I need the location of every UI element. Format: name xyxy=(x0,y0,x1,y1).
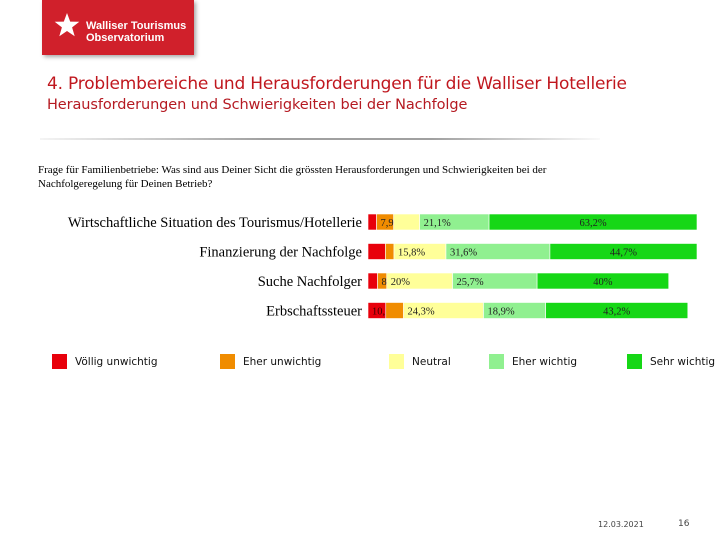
logo-line2: Observatorium xyxy=(86,32,165,44)
data-label: 20% xyxy=(391,277,411,288)
star-icon xyxy=(54,13,80,37)
legend-swatch xyxy=(220,354,235,369)
page-number: 16 xyxy=(678,519,690,529)
bar-segment xyxy=(549,243,698,260)
data-label: 40% xyxy=(593,277,613,288)
legend-label: Neutral xyxy=(412,356,451,368)
bar-segment xyxy=(367,243,386,260)
legend-swatch xyxy=(52,354,67,369)
data-label: 63,2% xyxy=(579,218,606,229)
page-title: 4. Problembereiche und Herausforderungen… xyxy=(47,74,627,94)
data-label: 21,1% xyxy=(424,218,451,229)
data-label: 7,9% xyxy=(381,218,403,229)
question-line2: Nachfolgeregelung für Deinen Betrieb? xyxy=(38,178,213,190)
category-label: Finanzierung der Nachfolge xyxy=(199,245,362,261)
data-label: 25,7% xyxy=(457,277,484,288)
category-label: Wirtschaftliche Situation des Tourismus/… xyxy=(68,215,362,231)
data-label: 31,6% xyxy=(450,248,477,259)
bar-segment xyxy=(545,302,689,319)
data-label: 43,2% xyxy=(603,307,630,318)
data-label: 18,9% xyxy=(487,307,514,318)
legend-swatch xyxy=(489,354,504,369)
bar-segment xyxy=(393,213,420,231)
bar-segment xyxy=(385,243,395,260)
brand-logo: Walliser Tourismus Observatorium xyxy=(42,0,194,55)
footer-date: 12.03.2021 xyxy=(598,520,644,529)
survey-question: Frage für Familienbetriebe: Was sind aus… xyxy=(38,163,678,191)
bar-segment xyxy=(536,272,670,290)
legend-swatch xyxy=(627,354,642,369)
bar-segment xyxy=(367,213,377,231)
legend-label: Völlig unwichtig xyxy=(75,356,158,368)
bar-segment xyxy=(488,213,698,231)
legend-label: Eher unwichtig xyxy=(243,356,321,368)
page-subtitle: Herausforderungen und Schwierigkeiten be… xyxy=(47,97,468,113)
bar-segment xyxy=(367,272,378,290)
data-label: 15,8% xyxy=(398,248,425,259)
logo-line1: Walliser Tourismus xyxy=(86,20,187,32)
legend-label: Eher wichtig xyxy=(512,356,577,368)
legend-swatch xyxy=(389,354,404,369)
title-divider xyxy=(40,138,600,140)
data-label: 44,7% xyxy=(610,248,637,259)
data-label: 24,3% xyxy=(408,307,435,318)
legend-label: Sehr wichtig xyxy=(650,356,715,368)
question-line1: Frage für Familienbetriebe: Was sind aus… xyxy=(38,164,547,176)
bar-segment xyxy=(385,302,404,319)
category-label: Erbschaftssteuer xyxy=(266,304,362,320)
logo-text: Walliser Tourismus Observatorium xyxy=(86,20,186,44)
category-label: Suche Nachfolger xyxy=(258,274,362,290)
stacked-bar-chart: Wirtschaftliche Situation des Tourismus/… xyxy=(52,213,715,369)
